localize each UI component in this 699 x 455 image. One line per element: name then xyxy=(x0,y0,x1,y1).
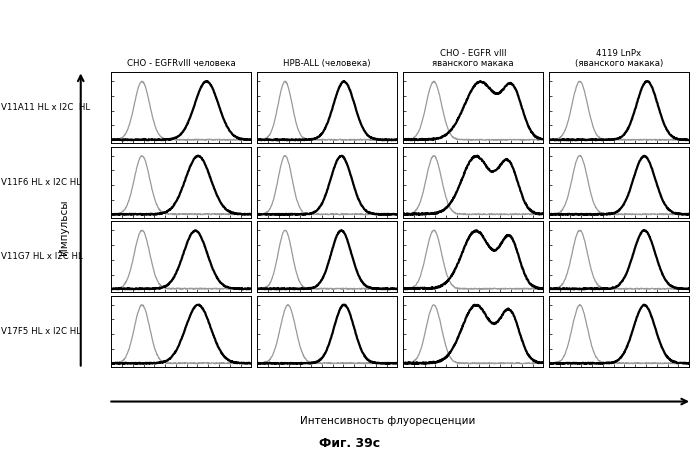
Text: V11F6 HL x I2C HL: V11F6 HL x I2C HL xyxy=(1,178,81,187)
Text: V11A11 HL x I2C  HL: V11A11 HL x I2C HL xyxy=(1,103,91,112)
Text: Интенсивность флуоресценции: Интенсивность флуоресценции xyxy=(301,416,475,426)
Text: CHO - EGFR vIII
яванского макака: CHO - EGFR vIII яванского макака xyxy=(432,49,514,68)
Text: V11G7 HL x I2C HL: V11G7 HL x I2C HL xyxy=(1,252,83,261)
Text: CHO - EGFRvIII человека: CHO - EGFRvIII человека xyxy=(127,59,236,68)
Text: Импульсы: Импульсы xyxy=(59,200,69,255)
Text: HPB-ALL (человека): HPB-ALL (человека) xyxy=(284,59,371,68)
Text: 4119 LnPx
(яванского макака): 4119 LnPx (яванского макака) xyxy=(575,49,663,68)
Text: V17F5 HL x I2C HL: V17F5 HL x I2C HL xyxy=(1,327,81,336)
Text: Фиг. 39c: Фиг. 39c xyxy=(319,437,380,450)
